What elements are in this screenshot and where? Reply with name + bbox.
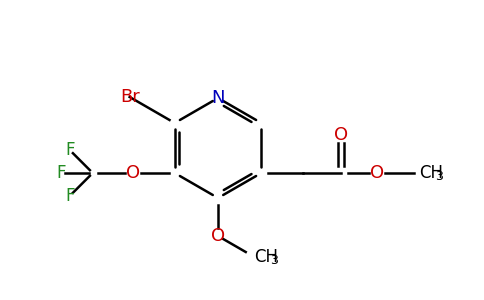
Text: CH: CH [419, 164, 443, 182]
Text: 3: 3 [271, 254, 278, 266]
Text: N: N [211, 89, 225, 107]
Text: 3: 3 [435, 169, 443, 182]
Text: F: F [65, 187, 75, 205]
Text: F: F [56, 164, 65, 182]
Text: O: O [334, 126, 348, 144]
Text: CH: CH [255, 248, 278, 266]
Text: Br: Br [120, 88, 139, 106]
Text: O: O [211, 227, 225, 245]
Text: F: F [65, 141, 75, 159]
Text: O: O [370, 164, 384, 182]
Text: O: O [126, 164, 140, 182]
